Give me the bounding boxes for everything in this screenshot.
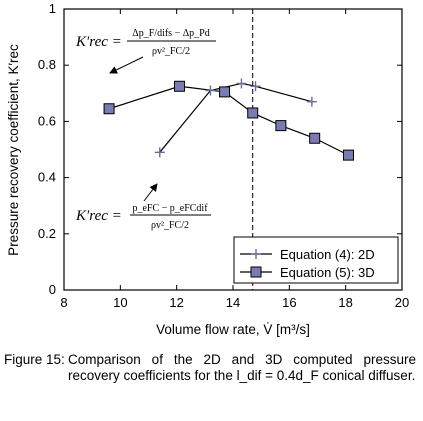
x-tick-label: 18 [338, 295, 352, 310]
legend-plus-marker [251, 249, 261, 259]
series-2d-point [236, 78, 247, 89]
chart-legend: Equation (4): 2D Equation (5): 3D [233, 236, 399, 284]
x-axis-title: Volume flow rate, V̇ [m³/s] [156, 322, 310, 337]
y-tick-label: 0.4 [38, 170, 56, 185]
x-axis-ticks: 8 10 12 14 16 18 20 [60, 9, 409, 310]
caption-text: Comparison of the 2D and 3D computed pre… [68, 352, 416, 383]
series-2d-point [205, 85, 216, 96]
series-2d-line [159, 82, 313, 153]
series-3d-point [103, 103, 115, 115]
series-3d-point [219, 86, 231, 98]
annotation-equation-4: K′rec = p_eFC − p_eFCdif ρv²_FC/2 [75, 183, 211, 231]
y-tick-label: 1 [49, 1, 56, 16]
annotation-1-arrow [109, 56, 144, 74]
caption-label: Figure 15: [4, 352, 65, 367]
annotation-2-arrow [143, 183, 158, 202]
x-tick-label: 20 [395, 295, 409, 310]
annotation-1-numerator: Δp_F/difs − Δp_Pd [132, 28, 209, 39]
legend-square-marker [250, 266, 262, 278]
legend-label-3d: Equation (5): 3D [280, 265, 375, 280]
legend-label-2d: Equation (4): 2D [280, 247, 375, 262]
x-tick-label: 14 [226, 295, 240, 310]
y-axis-ticks: 0 0.2 0.4 0.6 0.8 1 [38, 1, 402, 297]
annotation-1-symbol: K′rec = [75, 34, 122, 50]
x-tick-label: 10 [113, 295, 127, 310]
annotation-2-denominator: ρv²_FC/2 [151, 220, 189, 231]
annotation-1-denominator: ρv²_FC/2 [152, 46, 190, 57]
annotation-2-numerator: p_eFC − p_eFCdif [132, 203, 208, 214]
series-3d-point [247, 107, 259, 119]
series-3d-point [309, 132, 321, 144]
x-tick-label: 8 [60, 295, 67, 310]
legend-marker-2d [251, 249, 261, 259]
series-2d-point [154, 147, 165, 158]
y-tick-label: 0 [49, 282, 56, 297]
series-3d-point [275, 120, 287, 132]
series-2d-point [250, 81, 261, 92]
legend-marker-3d [250, 266, 262, 278]
series-3d-point [342, 149, 354, 161]
annotation-2-symbol: K′rec = [75, 208, 122, 224]
series-group [103, 78, 354, 161]
y-tick-label: 0.2 [38, 226, 56, 241]
x-tick-label: 16 [282, 295, 296, 310]
y-tick-label: 0.6 [38, 113, 56, 128]
y-axis-title: Pressure recovery coefficient, K′rec [6, 44, 21, 256]
y-tick-label: 0.8 [38, 57, 56, 72]
annotation-equation-5: K′rec = Δp_F/difs − Δp_Pd ρv²_FC/2 [75, 28, 216, 74]
series-3d-point [173, 80, 185, 92]
series-2d-point [306, 96, 317, 107]
x-tick-label: 12 [169, 295, 183, 310]
